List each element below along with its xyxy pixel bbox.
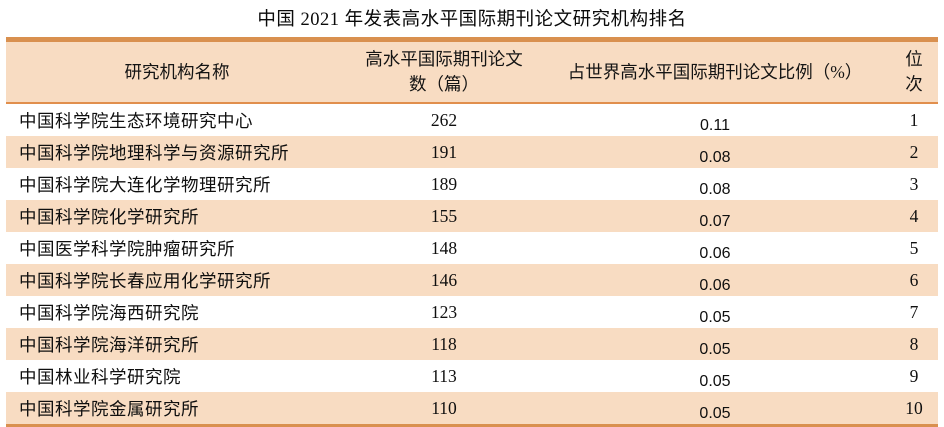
institution-cell: 中国林业科学研究院: [6, 360, 348, 392]
papers-cell: 148: [348, 232, 540, 264]
rank-cell: 5: [890, 232, 938, 264]
table-row: 中国科学院地理科学与资源研究所 191 0.08 2: [6, 136, 938, 168]
papers-cell: 191: [348, 136, 540, 168]
rank-cell: 9: [890, 360, 938, 392]
rank-cell: 8: [890, 328, 938, 360]
share-cell: 0.06: [540, 232, 890, 264]
header-institution-label: 研究机构名称: [124, 61, 230, 82]
institution-cell: 中国科学院海西研究院: [6, 296, 348, 328]
table-row: 中国科学院海西研究院 123 0.05 7: [6, 296, 938, 328]
rank-cell: 3: [890, 168, 938, 200]
table-row: 中国医学科学院肿瘤研究所 148 0.06 5: [6, 232, 938, 264]
institution-cell: 中国科学院地理科学与资源研究所: [6, 136, 348, 168]
share-cell: 0.08: [540, 136, 890, 168]
papers-cell: 113: [348, 360, 540, 392]
papers-cell: 118: [348, 328, 540, 360]
rank-cell: 2: [890, 136, 938, 168]
institution-cell: 中国科学院化学研究所: [6, 200, 348, 232]
rank-cell: 1: [890, 103, 938, 136]
header-paper-count-line1: 高水平国际期刊论文: [365, 49, 523, 69]
header-rank-line1: 位: [905, 49, 923, 69]
institution-cell: 中国科学院金属研究所: [6, 392, 348, 427]
header-institution: 研究机构名称: [6, 39, 348, 104]
share-cell: 0.05: [540, 328, 890, 360]
rank-cell: 4: [890, 200, 938, 232]
share-cell: 0.11: [540, 103, 890, 136]
rank-cell: 7: [890, 296, 938, 328]
header-world-share: 占世界高水平国际期刊论文比例（%）: [540, 39, 890, 104]
papers-cell: 123: [348, 296, 540, 328]
share-cell: 0.05: [540, 296, 890, 328]
institution-cell: 中国科学院长春应用化学研究所: [6, 264, 348, 296]
table-row: 中国林业科学研究院 113 0.05 9: [6, 360, 938, 392]
table-row: 中国科学院生态环境研究中心 262 0.11 1: [6, 103, 938, 136]
share-cell: 0.06: [540, 264, 890, 296]
institution-cell: 中国科学院海洋研究所: [6, 328, 348, 360]
table-row: 中国科学院海洋研究所 118 0.05 8: [6, 328, 938, 360]
table-header: 研究机构名称 高水平国际期刊论文 数（篇） 占世界高水平国际期刊论文比例（%） …: [6, 39, 938, 104]
table-row: 中国科学院大连化学物理研究所 189 0.08 3: [6, 168, 938, 200]
table-row: 中国科学院长春应用化学研究所 146 0.06 6: [6, 264, 938, 296]
papers-cell: 189: [348, 168, 540, 200]
institution-cell: 中国科学院大连化学物理研究所: [6, 168, 348, 200]
share-cell: 0.07: [540, 200, 890, 232]
papers-cell: 110: [348, 392, 540, 427]
rank-cell: 6: [890, 264, 938, 296]
institution-cell: 中国医学科学院肿瘤研究所: [6, 232, 348, 264]
header-paper-count-line2: 数（篇）: [409, 74, 479, 94]
share-cell: 0.08: [540, 168, 890, 200]
papers-cell: 155: [348, 200, 540, 232]
share-cell: 0.05: [540, 392, 890, 427]
header-rank-line2: 次: [905, 74, 923, 94]
share-cell: 0.05: [540, 360, 890, 392]
header-world-share-label: 占世界高水平国际期刊论文比例（%）: [567, 61, 863, 82]
table-row: 中国科学院化学研究所 155 0.07 4: [6, 200, 938, 232]
papers-cell: 262: [348, 103, 540, 136]
ranking-table: 研究机构名称 高水平国际期刊论文 数（篇） 占世界高水平国际期刊论文比例（%） …: [6, 37, 938, 427]
institution-cell: 中国科学院生态环境研究中心: [6, 103, 348, 136]
header-rank: 位 次: [890, 39, 938, 104]
papers-cell: 146: [348, 264, 540, 296]
header-row: 研究机构名称 高水平国际期刊论文 数（篇） 占世界高水平国际期刊论文比例（%） …: [6, 39, 938, 104]
rank-cell: 10: [890, 392, 938, 427]
table-row: 中国科学院金属研究所 110 0.05 10: [6, 392, 938, 427]
table-body: 中国科学院生态环境研究中心 262 0.11 1 中国科学院地理科学与资源研究所 191 0…: [6, 103, 938, 427]
header-paper-count: 高水平国际期刊论文 数（篇）: [348, 39, 540, 104]
table-title: 中国 2021 年发表高水平国际期刊论文研究机构排名: [257, 10, 687, 30]
